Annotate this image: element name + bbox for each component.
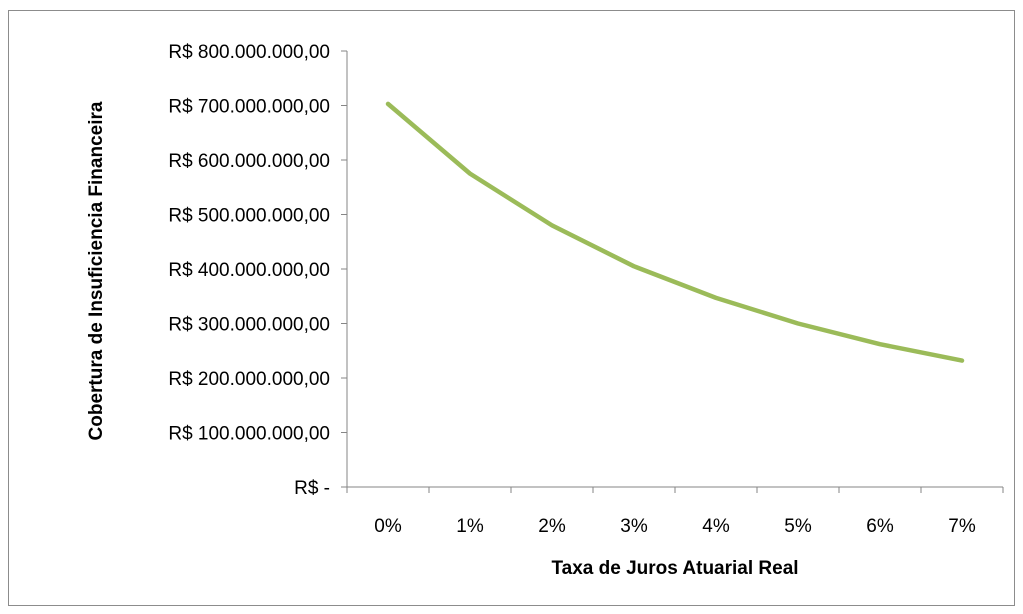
- x-tick-label: 6%: [866, 516, 894, 537]
- y-axis-title: Cobertura de Insuficiencia Financeira: [86, 101, 107, 440]
- x-tick-label: 7%: [948, 516, 976, 537]
- series-line: [388, 104, 962, 361]
- y-tick-label: R$ 200.000.000,00: [168, 369, 330, 390]
- y-axis: R$ - R$ 100.000.000,00 R$ 200.000.000,00 R$…: [168, 42, 347, 499]
- y-tick-label: R$ 300.000.000,00: [168, 315, 330, 336]
- y-tick-label: R$ -: [294, 478, 330, 499]
- x-tick-label: 1%: [456, 516, 484, 537]
- y-tick-label: R$ 600.000.000,00: [168, 151, 330, 172]
- y-tick-label: R$ 700.000.000,00: [168, 97, 330, 118]
- x-axis: 0% 1% 2% 3% 4% 5% 6% 7%: [347, 487, 1003, 537]
- x-tick-label: 0%: [374, 516, 402, 537]
- y-tick-label: R$ 400.000.000,00: [168, 260, 330, 281]
- x-tick-label: 4%: [702, 516, 730, 537]
- x-tick-label: 2%: [538, 516, 566, 537]
- series-group: [388, 104, 962, 361]
- y-tick-label: R$ 500.000.000,00: [168, 206, 330, 227]
- x-tick-label: 5%: [784, 516, 812, 537]
- y-tick-label: R$ 800.000.000,00: [168, 42, 330, 63]
- y-tick-label: R$ 100.000.000,00: [168, 424, 330, 445]
- x-axis-title: Taxa de Juros Atuarial Real: [551, 558, 798, 579]
- x-tick-label: 3%: [620, 516, 648, 537]
